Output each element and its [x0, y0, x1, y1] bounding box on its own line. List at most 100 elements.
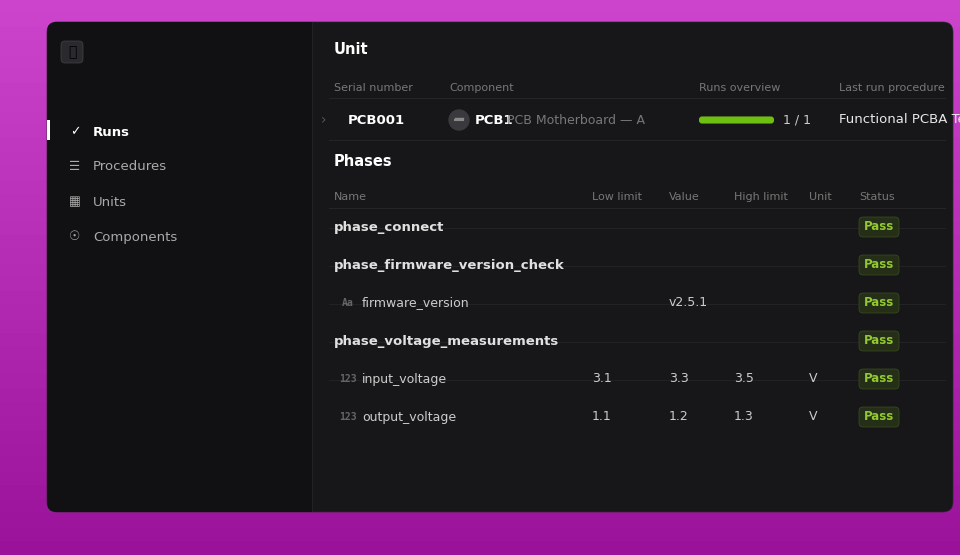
Bar [0, 541, 960, 555]
Bar [0, 291, 960, 305]
Text: Value: Value [669, 192, 700, 202]
Bar [0, 0, 960, 14]
Text: Serial number: Serial number [334, 83, 413, 93]
Text: Pass: Pass [864, 296, 894, 310]
FancyBboxPatch shape [859, 369, 899, 389]
Bar [0, 277, 960, 291]
Text: Phases: Phases [334, 154, 393, 169]
FancyBboxPatch shape [699, 117, 774, 124]
Text: 123: 123 [339, 374, 357, 384]
Text: 1.2: 1.2 [669, 411, 688, 423]
Bar [0, 346, 960, 361]
Text: 3.1: 3.1 [592, 372, 612, 386]
Text: Status: Status [859, 192, 895, 202]
Bar [0, 110, 960, 125]
Text: PCB1: PCB1 [475, 114, 514, 127]
Bar [0, 263, 960, 278]
Bar [0, 235, 960, 250]
Text: Pass: Pass [864, 220, 894, 234]
Text: firmware_version: firmware_version [362, 296, 469, 310]
Bar [0, 83, 960, 97]
Bar [0, 249, 960, 264]
Bar [0, 55, 960, 69]
Text: Pass: Pass [864, 259, 894, 271]
Text: Last run procedure: Last run procedure [839, 83, 945, 93]
Bar [0, 430, 960, 444]
Text: 3.5: 3.5 [734, 372, 754, 386]
Text: Functional PCBA Testing: Functional PCBA Testing [839, 114, 960, 127]
Bar [0, 194, 960, 208]
Bar [312, 22, 313, 512]
FancyBboxPatch shape [47, 22, 312, 512]
Text: Unit: Unit [334, 43, 369, 58]
Text: Runs overview: Runs overview [699, 83, 780, 93]
Circle shape [449, 110, 469, 130]
Bar [0, 374, 960, 388]
Text: ✓: ✓ [70, 125, 81, 139]
Text: 1.1: 1.1 [592, 411, 612, 423]
Text: 3.3: 3.3 [669, 372, 688, 386]
Bar [0, 41, 960, 56]
Bar [0, 360, 960, 375]
Bar [0, 443, 960, 458]
Bar [0, 69, 960, 83]
Bar [47, 120, 50, 140]
Text: Units: Units [93, 195, 127, 209]
Bar [0, 305, 960, 319]
Bar [0, 27, 960, 42]
Text: Runs: Runs [93, 125, 130, 139]
Bar [0, 124, 960, 139]
FancyBboxPatch shape [859, 407, 899, 427]
Bar [0, 180, 960, 194]
FancyBboxPatch shape [47, 22, 953, 512]
Text: Components: Components [93, 230, 178, 244]
Text: ›: › [322, 113, 326, 127]
Bar [0, 332, 960, 347]
Text: Name: Name [334, 192, 367, 202]
Bar [0, 457, 960, 472]
Bar [0, 13, 960, 28]
Text: Pass: Pass [864, 411, 894, 423]
Text: PCB Motherboard — A: PCB Motherboard — A [507, 114, 645, 127]
Text: phase_voltage_measurements: phase_voltage_measurements [334, 335, 560, 347]
FancyBboxPatch shape [859, 331, 899, 351]
Text: 🤖: 🤖 [68, 45, 76, 59]
Bar [180, 22, 312, 512]
Bar [0, 388, 960, 402]
Text: Aa: Aa [342, 298, 354, 308]
Bar [0, 513, 960, 527]
Bar [0, 527, 960, 541]
Bar [0, 166, 960, 180]
FancyBboxPatch shape [859, 255, 899, 275]
Text: Pass: Pass [864, 372, 894, 386]
FancyBboxPatch shape [699, 117, 774, 124]
Text: 1.3: 1.3 [734, 411, 754, 423]
Text: 1 / 1: 1 / 1 [783, 114, 811, 127]
Text: phase_connect: phase_connect [334, 220, 444, 234]
Bar [0, 499, 960, 513]
Text: phase_firmware_version_check: phase_firmware_version_check [334, 259, 564, 271]
Bar [0, 152, 960, 166]
Text: V: V [809, 411, 818, 423]
Bar [0, 221, 960, 236]
Text: ☰: ☰ [69, 160, 81, 174]
Bar [0, 97, 960, 111]
Text: 123: 123 [339, 412, 357, 422]
Text: ▦: ▦ [69, 195, 81, 209]
Text: Component: Component [449, 83, 514, 93]
FancyBboxPatch shape [859, 293, 899, 313]
Bar [0, 416, 960, 430]
Text: Procedures: Procedures [93, 160, 167, 174]
Text: Low limit: Low limit [592, 192, 642, 202]
Text: Unit: Unit [809, 192, 831, 202]
Text: output_voltage: output_voltage [362, 411, 456, 423]
Text: V: V [809, 372, 818, 386]
Text: PCB001: PCB001 [348, 114, 405, 127]
Text: ☉: ☉ [69, 230, 81, 244]
Bar [0, 138, 960, 153]
Text: input_voltage: input_voltage [362, 372, 447, 386]
Text: Pass: Pass [864, 335, 894, 347]
FancyBboxPatch shape [859, 217, 899, 237]
Bar [0, 319, 960, 333]
Bar [0, 485, 960, 500]
